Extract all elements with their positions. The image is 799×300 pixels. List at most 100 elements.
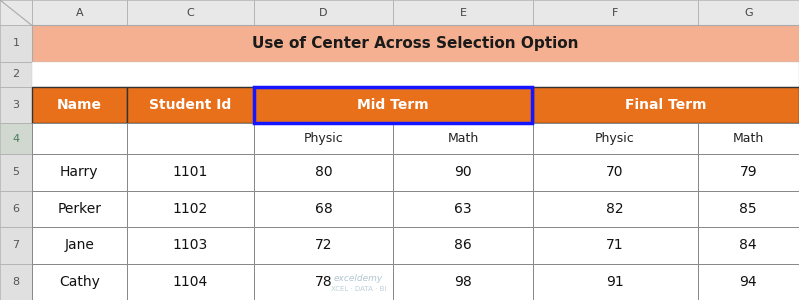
- Bar: [253, 123, 393, 154]
- Bar: [0, 264, 32, 300]
- Bar: [393, 227, 533, 264]
- Bar: [253, 0, 393, 25]
- Text: Use of Center Across Selection Option: Use of Center Across Selection Option: [252, 36, 578, 51]
- Bar: [32, 191, 127, 227]
- Text: 1102: 1102: [173, 202, 208, 216]
- Bar: [698, 154, 799, 191]
- Bar: [393, 154, 533, 191]
- Text: 79: 79: [739, 165, 757, 179]
- Bar: [393, 0, 533, 25]
- Bar: [393, 191, 533, 227]
- Text: 72: 72: [315, 238, 332, 252]
- Bar: [253, 87, 533, 123]
- Bar: [127, 264, 253, 300]
- Text: 86: 86: [454, 238, 471, 252]
- Text: 90: 90: [454, 165, 471, 179]
- Bar: [32, 227, 127, 264]
- Text: 4: 4: [12, 134, 19, 144]
- Bar: [0, 191, 32, 227]
- Text: 6: 6: [12, 204, 19, 214]
- Text: Harry: Harry: [60, 165, 98, 179]
- Text: A: A: [75, 8, 83, 18]
- Bar: [698, 264, 799, 300]
- Bar: [32, 25, 799, 62]
- Text: 98: 98: [454, 275, 471, 289]
- Text: 3: 3: [12, 100, 19, 110]
- Bar: [0, 0, 32, 25]
- Text: Cathy: Cathy: [59, 275, 100, 289]
- Bar: [533, 191, 698, 227]
- Text: 91: 91: [606, 275, 624, 289]
- Bar: [533, 154, 698, 191]
- Text: Math: Math: [733, 132, 764, 145]
- Text: Physic: Physic: [304, 132, 344, 145]
- Bar: [533, 87, 799, 123]
- Bar: [0, 154, 32, 191]
- Text: 70: 70: [606, 165, 624, 179]
- Text: 71: 71: [606, 238, 624, 252]
- Bar: [533, 264, 698, 300]
- Text: 80: 80: [315, 165, 332, 179]
- Text: 82: 82: [606, 202, 624, 216]
- Bar: [533, 123, 698, 154]
- Bar: [253, 264, 393, 300]
- Bar: [253, 191, 393, 227]
- Bar: [0, 123, 32, 154]
- Bar: [127, 227, 253, 264]
- Bar: [698, 123, 799, 154]
- Text: C: C: [186, 8, 194, 18]
- Text: 84: 84: [739, 238, 757, 252]
- Bar: [698, 191, 799, 227]
- Text: 1101: 1101: [173, 165, 208, 179]
- Text: 85: 85: [739, 202, 757, 216]
- Bar: [32, 123, 127, 154]
- Bar: [127, 191, 253, 227]
- Text: 78: 78: [315, 275, 332, 289]
- Text: 1: 1: [12, 38, 19, 49]
- Bar: [127, 87, 253, 123]
- Text: Math: Math: [447, 132, 479, 145]
- Text: Student Id: Student Id: [149, 98, 232, 112]
- Bar: [127, 123, 253, 154]
- Bar: [533, 227, 698, 264]
- Text: Mid Term: Mid Term: [357, 98, 429, 112]
- Bar: [0, 62, 32, 87]
- Text: 5: 5: [12, 167, 19, 177]
- Text: XCEL · DATA · BI: XCEL · DATA · BI: [331, 286, 386, 292]
- Bar: [253, 154, 393, 191]
- Bar: [698, 227, 799, 264]
- Bar: [32, 87, 127, 123]
- Text: Jane: Jane: [65, 238, 94, 252]
- Bar: [393, 264, 533, 300]
- Text: exceldemy: exceldemy: [334, 274, 383, 283]
- Bar: [32, 264, 127, 300]
- Bar: [254, 87, 532, 123]
- Bar: [253, 227, 393, 264]
- Bar: [32, 0, 127, 25]
- Text: 63: 63: [454, 202, 471, 216]
- Bar: [0, 227, 32, 264]
- Text: G: G: [744, 8, 753, 18]
- Text: Name: Name: [57, 98, 101, 112]
- Text: 8: 8: [12, 277, 19, 287]
- Text: E: E: [459, 8, 467, 18]
- Text: 94: 94: [739, 275, 757, 289]
- Text: 1103: 1103: [173, 238, 208, 252]
- Text: F: F: [612, 8, 618, 18]
- Bar: [0, 25, 32, 62]
- Bar: [393, 123, 533, 154]
- Bar: [127, 0, 253, 25]
- Bar: [127, 154, 253, 191]
- Text: 7: 7: [12, 240, 19, 250]
- Text: D: D: [319, 8, 328, 18]
- Bar: [32, 154, 127, 191]
- Bar: [533, 0, 698, 25]
- Text: 2: 2: [12, 69, 19, 79]
- Text: 1104: 1104: [173, 275, 208, 289]
- Text: Perker: Perker: [58, 202, 101, 216]
- Bar: [32, 62, 799, 87]
- Text: Final Term: Final Term: [625, 98, 706, 112]
- Text: Physic: Physic: [595, 132, 635, 145]
- Text: 68: 68: [315, 202, 332, 216]
- Bar: [698, 0, 799, 25]
